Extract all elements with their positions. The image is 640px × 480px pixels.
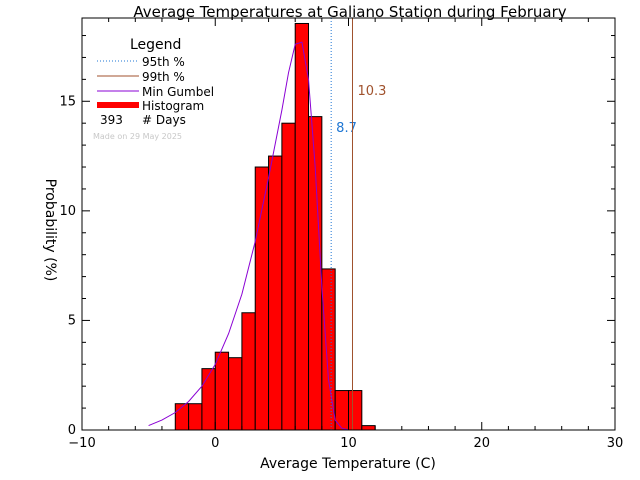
percentile-label: 8.7 xyxy=(336,121,357,136)
legend-day-count-label: # Days xyxy=(142,113,186,127)
legend-day-count: 393 xyxy=(100,113,123,127)
histogram-bar xyxy=(281,122,296,431)
histogram-bar xyxy=(228,357,243,431)
legend-label-gumbel: Min Gumbel xyxy=(142,85,214,99)
x-tick-label: 10 xyxy=(340,436,357,451)
legend-label-histogram: Histogram xyxy=(142,99,204,113)
histogram-bar xyxy=(294,22,310,431)
y-tick-label: 0 xyxy=(68,423,76,438)
gumbel-layer xyxy=(148,41,349,431)
credit-text: Made on 29 May 2025 xyxy=(93,132,182,141)
x-tick-label: 30 xyxy=(607,436,624,451)
legend-label-95th: 95th % xyxy=(142,55,185,69)
histogram-bar xyxy=(334,390,349,431)
percentile-layer: 8.7 10.3 xyxy=(330,18,386,430)
histogram-bar xyxy=(241,312,256,431)
histogram-bar xyxy=(254,166,270,431)
chart-title: Average Temperatures at Galiano Station … xyxy=(133,3,566,21)
y-tick-label: 5 xyxy=(68,313,76,328)
x-tick-label: 0 xyxy=(211,436,219,451)
histogram-bar xyxy=(201,368,216,431)
x-tick-label: 20 xyxy=(473,436,490,451)
histogram-bar xyxy=(214,351,230,431)
legend-swatch-histogram xyxy=(97,102,139,108)
legend: Legend 95th % 99th % Min Gumbel Histogra… xyxy=(93,37,214,141)
percentile-label: 10.3 xyxy=(357,84,386,99)
histogram-bar xyxy=(348,390,363,431)
y-axis-label: Probability (%) xyxy=(42,179,58,282)
histogram-bars xyxy=(174,22,376,431)
x-axis-label: Average Temperature (C) xyxy=(260,456,436,472)
histogram-bar xyxy=(361,425,376,431)
legend-title: Legend xyxy=(130,37,181,53)
legend-label-99th: 99th % xyxy=(142,70,185,84)
histogram-bar xyxy=(188,403,203,431)
x-tick-label: −10 xyxy=(68,436,95,451)
y-tick-label: 10 xyxy=(59,204,76,219)
histogram-bar xyxy=(268,155,283,431)
y-tick-label: 15 xyxy=(59,94,76,109)
gumbel-curve xyxy=(148,41,349,431)
